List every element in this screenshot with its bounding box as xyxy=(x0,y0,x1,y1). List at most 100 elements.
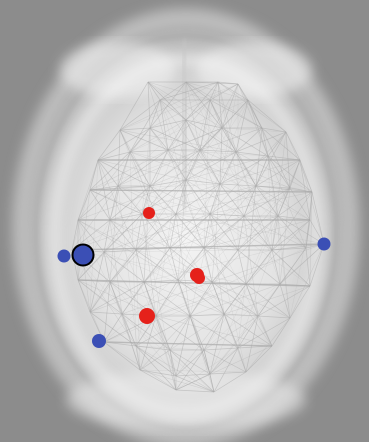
node-blue-1 xyxy=(57,249,71,263)
edge xyxy=(185,179,211,215)
brain-slice xyxy=(12,8,360,442)
edge xyxy=(175,99,249,215)
edge xyxy=(203,247,239,251)
edge xyxy=(209,185,257,215)
edge xyxy=(103,281,111,343)
edge xyxy=(135,345,177,377)
edge xyxy=(143,249,273,283)
edge xyxy=(175,187,291,215)
edge xyxy=(167,99,211,151)
edge xyxy=(89,279,179,313)
edge xyxy=(149,185,225,315)
edge xyxy=(71,249,177,377)
node-red-3 xyxy=(193,272,205,284)
edge xyxy=(185,81,211,101)
edge xyxy=(245,283,259,317)
edge xyxy=(267,155,307,249)
edge xyxy=(289,243,325,319)
edge xyxy=(117,149,201,187)
edge xyxy=(109,185,119,283)
edge xyxy=(119,129,171,249)
edge xyxy=(185,119,223,129)
edge xyxy=(175,373,211,391)
edge xyxy=(117,119,187,187)
edge xyxy=(203,243,325,351)
edge xyxy=(169,349,215,393)
edge xyxy=(89,311,137,347)
edge xyxy=(245,219,311,285)
node-blue-3 xyxy=(92,334,106,348)
edge xyxy=(167,149,205,249)
edge xyxy=(139,369,215,393)
edge xyxy=(103,185,151,253)
node-red-4 xyxy=(139,308,155,324)
edge xyxy=(219,127,223,185)
edge xyxy=(247,99,287,133)
edge xyxy=(185,99,211,121)
edge xyxy=(221,83,239,129)
edge xyxy=(103,215,245,343)
edge xyxy=(311,191,325,245)
edge xyxy=(149,149,169,187)
edge xyxy=(147,81,279,217)
edge xyxy=(199,149,239,251)
edge xyxy=(147,81,187,121)
edge xyxy=(149,185,205,249)
edge xyxy=(203,215,245,249)
edge xyxy=(77,159,99,221)
edge xyxy=(155,279,179,317)
edge xyxy=(149,119,187,129)
edge xyxy=(235,151,313,193)
edge xyxy=(237,249,273,349)
edge xyxy=(119,129,169,151)
edge xyxy=(109,219,171,351)
edge xyxy=(237,83,269,157)
edge xyxy=(219,83,239,185)
edge xyxy=(135,345,171,351)
edge xyxy=(235,127,263,153)
edge xyxy=(235,151,269,157)
edge xyxy=(277,215,307,249)
edge xyxy=(135,249,145,283)
edge xyxy=(147,81,223,129)
edge xyxy=(267,155,291,189)
edge xyxy=(211,243,325,283)
edge xyxy=(279,187,291,285)
edge xyxy=(209,99,237,153)
edge xyxy=(89,149,169,191)
edge xyxy=(175,179,187,215)
edge xyxy=(175,213,191,317)
edge xyxy=(155,119,187,317)
edge xyxy=(299,159,311,221)
edge xyxy=(289,187,311,221)
edge xyxy=(103,251,145,283)
edge xyxy=(221,127,287,133)
edge xyxy=(109,185,119,221)
edge xyxy=(103,341,177,391)
edge xyxy=(149,151,237,187)
edge xyxy=(149,81,187,129)
edge xyxy=(219,159,301,185)
edge xyxy=(177,179,187,281)
edge xyxy=(185,99,211,181)
edge xyxy=(213,347,239,393)
edge xyxy=(97,151,131,161)
edge xyxy=(159,81,219,101)
edge xyxy=(257,315,273,347)
edge xyxy=(109,219,137,251)
edge xyxy=(217,81,239,85)
edge xyxy=(143,247,171,283)
edge xyxy=(203,349,247,373)
node-blue-highlighted xyxy=(71,243,95,267)
edge xyxy=(279,247,307,285)
node-red-1 xyxy=(143,207,155,219)
edge xyxy=(185,81,257,187)
edge xyxy=(199,81,219,151)
edge xyxy=(109,213,143,221)
edge xyxy=(257,285,311,317)
edge xyxy=(143,185,151,283)
edge xyxy=(71,185,119,251)
edge xyxy=(119,129,131,153)
edge xyxy=(97,159,187,181)
edge xyxy=(309,243,325,287)
